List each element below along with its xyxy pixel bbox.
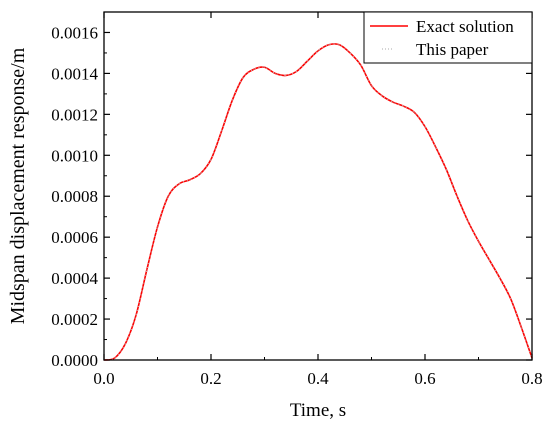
legend-label-exact-solution: Exact solution (416, 17, 514, 36)
legend: Exact solution This paper (363, 11, 533, 64)
x-axis-label: Time, s (290, 400, 346, 421)
y-tick-label: 0.0012 (51, 105, 98, 124)
data-point-this-paper (467, 220, 469, 222)
x-tick-label: 0.2 (200, 369, 221, 388)
y-tick-label: 0.0000 (51, 351, 98, 370)
data-point-this-paper (221, 130, 223, 132)
data-point-this-paper (445, 169, 447, 171)
data-point-this-paper (403, 105, 405, 107)
data-point-this-paper (114, 357, 116, 359)
data-point-this-paper (370, 85, 373, 87)
x-tick-label: 0.4 (307, 369, 329, 388)
data-point-this-paper (338, 44, 340, 46)
y-tick-label: 0.0010 (51, 146, 98, 165)
data-point-this-paper (135, 314, 137, 316)
data-point-this-paper (510, 297, 512, 300)
data-point-this-paper (242, 76, 244, 79)
y-tick-label: 0.0004 (51, 269, 98, 288)
data-point-this-paper (285, 74, 287, 77)
y-tick-label: 0.0006 (51, 228, 98, 247)
legend-box (363, 11, 533, 64)
y-axis-label: Midspan displacement response/m (7, 47, 29, 324)
x-tick-label: 0.6 (414, 369, 435, 388)
data-point-this-paper (167, 195, 169, 197)
data-point-this-paper (210, 158, 212, 160)
plot-lines (103, 43, 533, 361)
y-tick-label: 0.0016 (51, 23, 98, 42)
data-point-this-paper (124, 343, 126, 345)
data-point-this-paper (381, 95, 383, 97)
data-point-this-paper (424, 126, 426, 128)
data-point-this-paper (392, 101, 394, 103)
data-point-this-paper (189, 179, 191, 181)
data-point-this-paper (488, 259, 490, 261)
data-point-this-paper (499, 277, 501, 279)
data-point-this-paper (360, 64, 362, 66)
data-point-this-paper (146, 269, 148, 271)
data-point-this-paper (328, 44, 330, 46)
data-point-this-paper (306, 60, 308, 62)
tick-labels: 0.0 0.2 0.4 0.6 0.8 0.0000 0.0002 0.0004 0.0006 0… (51, 23, 542, 388)
data-point-this-paper (413, 111, 415, 113)
data-point-this-paper (477, 240, 480, 242)
data-point-this-paper (253, 68, 255, 70)
data-point-this-paper (456, 195, 458, 197)
series-line-this-paper (103, 43, 533, 361)
data-point-this-paper (296, 70, 298, 72)
data-point-this-paper (317, 50, 319, 52)
plot-frame (103, 11, 533, 361)
data-point-this-paper (435, 146, 437, 148)
y-tick-label: 0.0008 (51, 187, 98, 206)
y-tick-label: 0.0014 (51, 64, 98, 83)
y-tick-label: 0.0002 (51, 310, 98, 329)
x-tick-label: 0.8 (521, 369, 542, 388)
data-point-this-paper (199, 173, 201, 175)
data-point-this-paper (178, 183, 180, 185)
data-point-this-paper (263, 66, 266, 68)
data-point-this-paper (156, 226, 159, 228)
data-point-this-paper (349, 52, 351, 54)
data-point-this-paper (274, 72, 276, 75)
x-tick-label: 0.0 (93, 369, 114, 388)
legend-label-this-paper: This paper (416, 40, 489, 59)
series-line-exact-solution (103, 43, 533, 361)
data-point-this-paper (231, 99, 233, 101)
data-point-this-paper (520, 326, 522, 328)
axis-ticks (103, 12, 533, 361)
